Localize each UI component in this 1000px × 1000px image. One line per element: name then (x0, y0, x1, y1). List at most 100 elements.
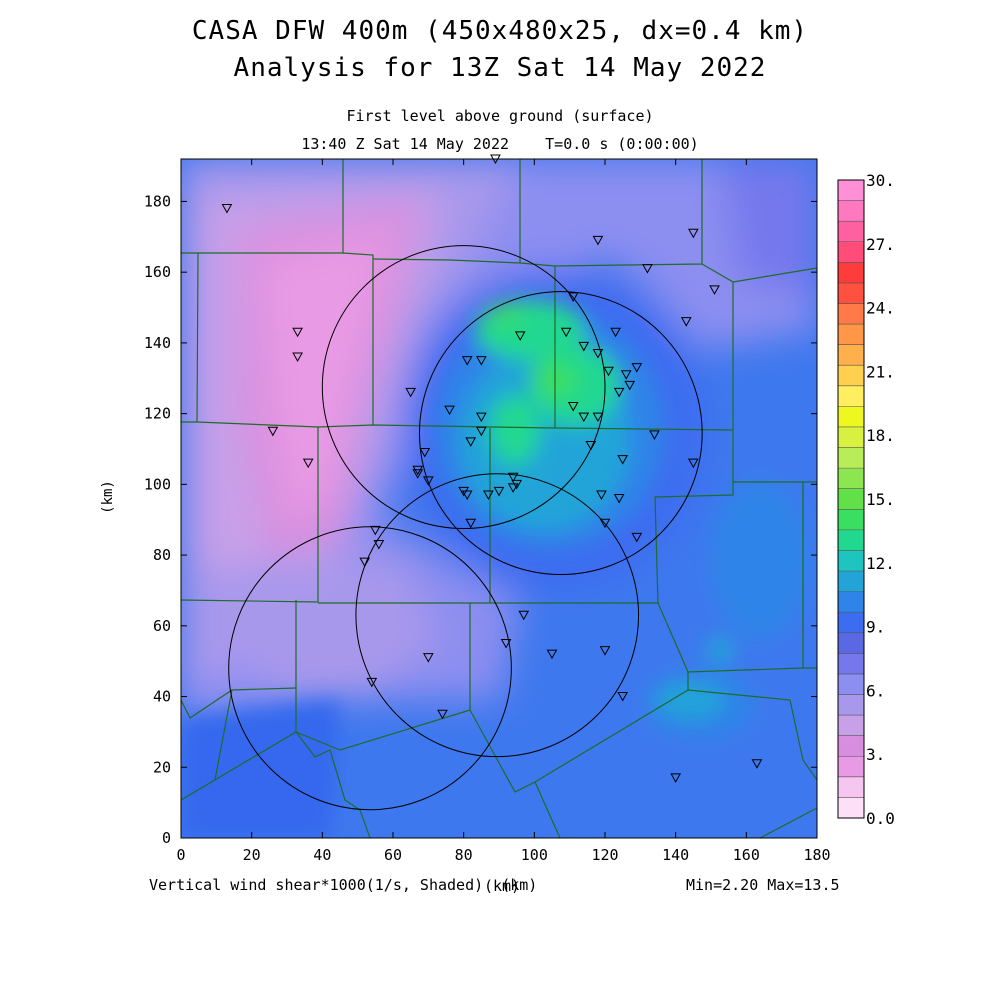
radar-ring-1 (321, 245, 606, 530)
x-tick-label: 0 (176, 846, 185, 864)
x-tick-label: 140 (662, 846, 689, 864)
colorbar-segment (838, 282, 864, 304)
colorbar-label: 24. (866, 299, 895, 318)
colorbar-frame (837, 179, 865, 819)
station-marker (610, 327, 621, 338)
field-label: Vertical wind shear*1000(1/s, Shaded) (k… (149, 876, 538, 894)
station-marker (680, 317, 692, 327)
station-marker (649, 430, 660, 440)
station-marker (613, 387, 625, 398)
chart-title: CASA DFW 400m (450x480x25, dx=0.4 km) (191, 16, 809, 46)
colorbar-segment (838, 653, 864, 675)
station-marker (578, 412, 590, 423)
y-tick-label: 160 (144, 263, 171, 281)
station-marker (422, 653, 434, 663)
station-marker (373, 539, 385, 550)
station-marker (599, 646, 611, 656)
station-marker (366, 677, 378, 688)
station-marker (412, 469, 424, 479)
y-tick-label: 120 (144, 405, 171, 423)
station-marker (585, 440, 597, 451)
axes: 0 20 40 60 80 100 120 140 160 180 0 20 40 60 80 100 120 1… (144, 159, 831, 895)
colorbar-segment (838, 797, 864, 819)
y-tick-label: 0 (162, 829, 171, 847)
y-tick-label: 140 (144, 334, 171, 352)
colorbar-segment (838, 262, 864, 284)
colorbar-segment (838, 591, 864, 613)
x-tick-label: 80 (455, 846, 473, 864)
station-marker (599, 518, 611, 529)
station-marker (292, 327, 303, 338)
colorbar-segment (838, 468, 864, 490)
level-label: First level above ground (surface) (346, 107, 654, 125)
colorbar-label: 6. (866, 681, 885, 700)
x-tick-label: 60 (384, 846, 402, 864)
station-marker (465, 437, 477, 447)
chart-subtitle: Analysis for 13Z Sat 14 May 2022 (233, 53, 767, 83)
colorbar-segment (838, 324, 864, 346)
time-label: 13:40 Z Sat 14 May 2022 T=0.0 s (0:00:00… (301, 135, 699, 153)
colorbar-segment (838, 571, 864, 593)
station-marker (620, 370, 632, 380)
colorbar-segment (838, 612, 864, 634)
station-marker (670, 773, 682, 783)
station-marker (500, 638, 512, 649)
colorbar-label: 12. (866, 554, 895, 573)
colorbar-segment (838, 529, 864, 551)
colorbar-segment (838, 385, 864, 407)
colorbar-segment (838, 406, 864, 428)
colorbar-label: 30. (866, 171, 895, 190)
min-max-label: Min=2.20 Max=13.5 (686, 876, 840, 894)
colorbar-label: 21. (866, 362, 895, 381)
station-marker (687, 458, 699, 469)
colorbar-label: 15. (866, 490, 895, 509)
station-marker (465, 518, 477, 529)
station-marker (687, 228, 699, 239)
station-marker (359, 557, 371, 568)
station-marker (592, 235, 604, 246)
colorbar-label: 9. (866, 618, 885, 637)
colorbar-segment (838, 694, 864, 716)
station-marker (507, 472, 519, 483)
station-marker (267, 426, 279, 437)
colorbar-segment (838, 550, 864, 572)
colorbar-label: 27. (866, 235, 895, 254)
station-marker (437, 709, 448, 720)
y-tick-label: 100 (144, 475, 171, 493)
y-tick-label: 60 (153, 617, 171, 635)
colorbar-segment (838, 200, 864, 222)
colorbar: 0.0 3. 6. 9. 12. 15. 18. 21. 24. 27. 30. (837, 171, 895, 828)
colorbar-label: 3. (866, 745, 885, 764)
colorbar-segment (838, 673, 864, 696)
radar-range-rings (228, 245, 703, 811)
station-marker (751, 759, 763, 769)
colorbar-segment (838, 509, 864, 531)
x-tick-label: 100 (521, 846, 548, 864)
colorbar-segment (838, 241, 864, 263)
colorbar-label: 0.0 (866, 809, 895, 828)
colorbar-segment (838, 488, 864, 510)
radar-ring-3 (228, 526, 512, 811)
y-axis-label: (km) (100, 480, 116, 514)
station-marker (221, 204, 233, 214)
x-tick-label: 120 (591, 846, 618, 864)
station-markers (221, 154, 763, 783)
station-marker (302, 458, 314, 469)
colorbar-segment (838, 735, 864, 757)
station-marker (578, 341, 590, 352)
station-marker (709, 285, 720, 295)
station-marker (518, 610, 530, 621)
y-tick-label: 20 (153, 758, 171, 776)
colorbar-segment (838, 180, 864, 202)
plot-frame (180, 158, 818, 839)
station-marker (603, 366, 614, 377)
station-marker (631, 363, 643, 373)
county-boundaries (181, 159, 817, 838)
station-marker (631, 532, 643, 543)
x-tick-label: 40 (313, 846, 331, 864)
station-marker (475, 412, 487, 423)
radar-ring-4 (355, 473, 640, 758)
y-tick-label: 80 (153, 546, 171, 564)
station-marker (405, 387, 417, 398)
colorbar-segment (838, 426, 864, 449)
